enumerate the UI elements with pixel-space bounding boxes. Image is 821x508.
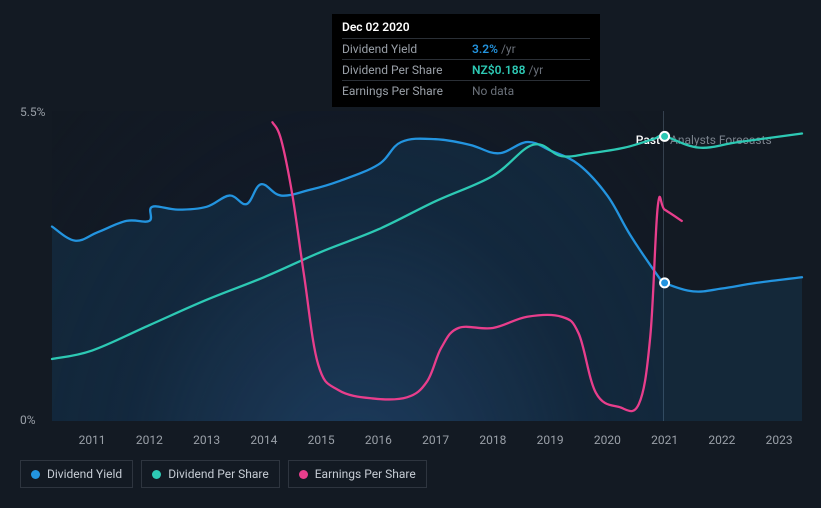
x-tick-label: 2023 [766, 433, 793, 447]
x-tick-label: 2018 [479, 433, 506, 447]
tooltip-row: Dividend Yield 3.2%/yr [342, 38, 590, 59]
x-tick-label: 2014 [250, 433, 277, 447]
legend-label: Dividend Per Share [168, 467, 269, 481]
legend-item-dividend-per-share[interactable]: Dividend Per Share [141, 460, 280, 488]
y-tick-label: 0% [20, 413, 36, 427]
plot-svg [52, 111, 802, 421]
x-tick-label: 2017 [422, 433, 449, 447]
legend-swatch [152, 470, 161, 479]
x-tick-label: 2019 [537, 433, 564, 447]
legend-item-dividend-yield[interactable]: Dividend Yield [20, 460, 133, 488]
x-tick-label: 2012 [136, 433, 163, 447]
y-tick-label: 5.5% [20, 105, 45, 119]
x-tick-label: 2022 [708, 433, 735, 447]
tooltip-row-suffix: /yr [528, 63, 543, 77]
tooltip-date: Dec 02 2020 [342, 20, 590, 38]
tooltip-row-value: NZ$0.188 [472, 63, 525, 77]
x-tick-label: 2016 [365, 433, 392, 447]
legend-label: Earnings Per Share [315, 467, 416, 481]
dividend-chart: Dec 02 2020 Dividend Yield 3.2%/yr Divid… [0, 0, 821, 508]
tooltip-row: Earnings Per Share No data [342, 80, 590, 101]
x-tick-label: 2013 [193, 433, 220, 447]
tooltip-row-label: Dividend Yield [342, 42, 472, 56]
tooltip-row-label: Dividend Per Share [342, 63, 472, 77]
legend-swatch [299, 470, 308, 479]
legend: Dividend Yield Dividend Per Share Earnin… [20, 460, 427, 488]
plot-area[interactable]: Past Analysts Forecasts [52, 111, 802, 421]
legend-swatch [31, 470, 40, 479]
tooltip-row-nodata: No data [472, 84, 590, 98]
tooltip-row-label: Earnings Per Share [342, 84, 472, 98]
legend-item-earnings-per-share[interactable]: Earnings Per Share [288, 460, 427, 488]
tooltip-row: Dividend Per Share NZ$0.188/yr [342, 59, 590, 80]
x-tick-label: 2015 [308, 433, 335, 447]
tooltip-row-value: 3.2% [472, 42, 498, 56]
tooltip-row-suffix: /yr [501, 42, 516, 56]
chart-tooltip: Dec 02 2020 Dividend Yield 3.2%/yr Divid… [332, 14, 600, 107]
legend-label: Dividend Yield [47, 467, 122, 481]
x-tick-label: 2011 [79, 433, 106, 447]
x-tick-label: 2021 [651, 433, 678, 447]
x-tick-label: 2020 [594, 433, 621, 447]
